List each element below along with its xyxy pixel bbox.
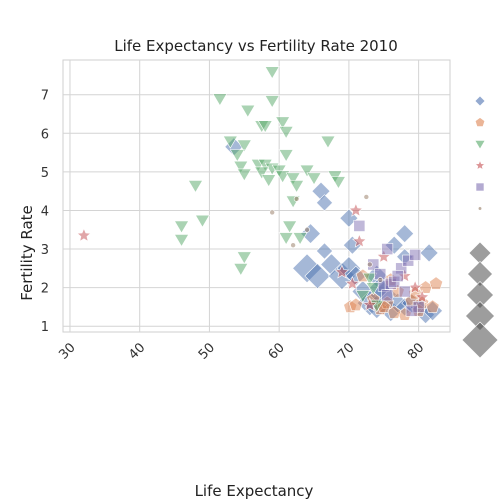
data-point-diamond [419,243,439,263]
data-point-triangle-down [282,220,298,234]
data-point-triangle-down [236,251,252,265]
legend-size-5-marker [461,321,499,359]
data-point-dot [304,226,310,233]
data-point-triangle-down [278,149,294,163]
data-point-triangle-down [278,126,294,139]
data-point-star [362,297,378,312]
data-point-triangle-down [330,176,346,190]
legend-triangle-down-marker [474,140,486,150]
data-point-dot [367,261,373,268]
data-point-dot [269,209,275,216]
data-point-triangle-down [212,93,228,107]
data-point-triangle-down [299,164,315,178]
data-point-triangle-down [264,66,280,80]
data-point-square [381,243,394,255]
data-points [76,66,444,325]
data-point-triangle-down [261,174,277,188]
series-5 [353,220,425,317]
legend-square-marker [475,182,485,192]
data-point-dot [290,242,296,248]
data-point-triangle-down [174,220,190,234]
data-point-square [381,289,394,302]
data-point-star [76,227,92,242]
legend-dot-marker [477,206,483,211]
x-axis-label: Life Expectancy [195,482,314,500]
data-point-triangle-down [289,180,305,193]
data-point-star [351,233,367,248]
data-point-triangle-down [362,272,378,286]
data-point-triangle-down [240,104,256,118]
data-point-triangle-down [222,135,238,149]
data-point-triangle-down [233,263,249,276]
data-point-triangle-down [365,282,381,296]
data-point-star [414,289,430,304]
data-point-triangle-down [254,166,270,180]
y-tick-label: 7 [41,89,49,104]
data-point-triangle-down [264,95,280,109]
data-point-diamond [395,224,415,244]
data-point-triangle-down [292,232,308,246]
chart-title: Life Expectancy vs Fertility Rate 2010 [114,37,398,55]
legend [461,95,499,359]
y-tick-label: 1 [41,320,49,335]
data-point-triangle-down [275,116,291,130]
data-point-triangle-down [229,149,245,163]
y-tick-label: 3 [41,243,49,258]
data-point-dot [293,196,300,202]
data-point-triangle-down [187,180,204,193]
data-point-diamond [315,242,334,260]
data-point-pentagon [429,276,444,290]
legend-star-marker [474,159,486,171]
legend-pentagon-marker [474,117,486,127]
data-point-star [334,264,350,279]
data-point-diamond [304,263,331,290]
y-tick-label: 6 [41,127,49,142]
data-point-triangle-down [174,234,190,247]
data-point-diamond [315,194,334,212]
data-point-triangle-down [355,290,371,303]
data-point-triangle-down [233,160,249,174]
data-point-dot [377,277,384,283]
data-point-pentagon [348,297,363,311]
series-6 [269,194,384,283]
data-point-triangle-down [194,214,210,228]
data-point-triangle-down [236,139,252,153]
legend-diamond-marker [474,95,486,107]
y-tick-label: 2 [41,282,49,297]
data-point-dot [363,194,370,200]
data-point-star [344,275,360,291]
data-point-square [398,285,411,298]
data-point-triangle-down [236,168,252,182]
data-point-triangle-down [320,135,336,149]
data-point-square [391,270,404,282]
y-tick-label: 5 [41,166,49,181]
y-axis-label: Fertility Rate [18,205,36,301]
data-point-triangle-down [257,120,273,134]
data-point-pentagon [425,299,440,313]
y-tick-label: 4 [41,204,49,219]
data-point-square [409,248,422,261]
series-3 [174,66,385,313]
data-point-square [405,304,418,317]
data-point-star [407,279,423,294]
data-point-square [353,220,366,232]
data-point-triangle-down [278,232,294,246]
data-point-triangle-down [306,172,322,186]
data-point-triangle-down [275,170,291,184]
data-point-triangle-down [285,172,301,186]
grid [63,60,450,332]
data-point-star [348,202,364,217]
